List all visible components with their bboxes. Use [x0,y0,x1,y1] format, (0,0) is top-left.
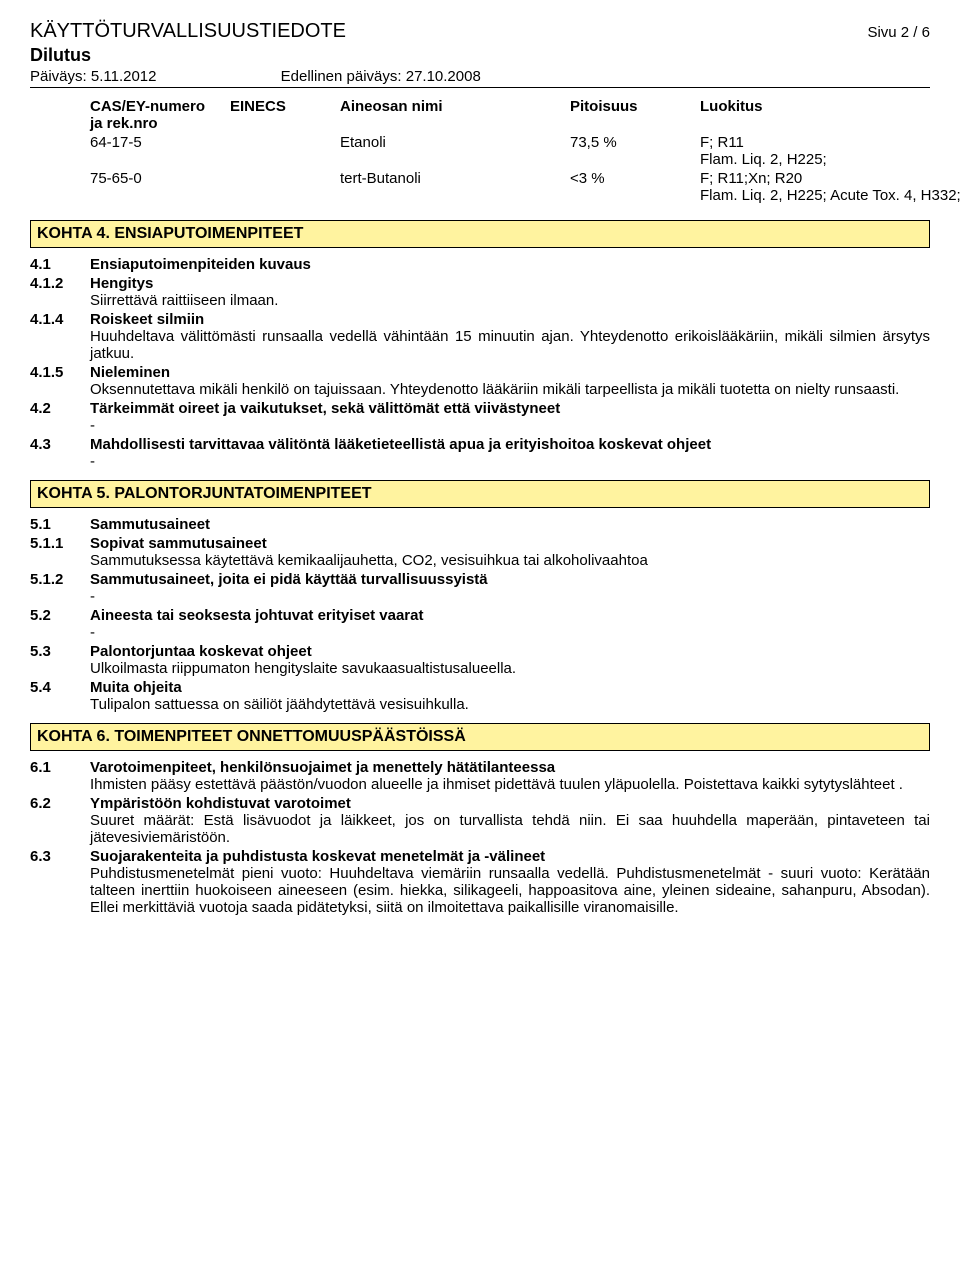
date-previous: Edellinen päiväys: 27.10.2008 [281,68,481,85]
title-5-1-1: Sopivat sammutusaineet [90,535,267,552]
cell-cas: 75-65-0 [90,170,230,206]
num-6-2: 6.2 [30,795,90,846]
text-4-2: - [90,417,930,434]
num-6-1: 6.1 [30,759,90,793]
title-4-3: Mahdollisesti tarvittavaa välitöntä lääk… [90,436,711,453]
table-row: 75-65-0 tert-Butanoli <3 % F; R11;Xn; R2… [90,170,960,206]
num-5-2: 5.2 [30,607,90,641]
text-6-3: Puhdistusmenetelmät pieni vuoto: Huuhdel… [90,865,930,916]
cell-conc: <3 % [570,170,700,206]
text-5-3: Ulkoilmasta riippumaton hengityslaite sa… [90,660,930,677]
title-5-1-2: Sammutusaineet, joita ei pidä käyttää tu… [90,571,488,588]
title-5-2: Aineesta tai seoksesta johtuvat erityise… [90,607,424,624]
num-4-1-4: 4.1.4 [30,311,90,362]
text-4-1-4: Huuhdeltava välittömästi runsaalla vedel… [90,328,930,362]
col-conc: Pitoisuus [570,98,700,134]
title-4-2: Tärkeimmät oireet ja vaikutukset, sekä v… [90,400,560,417]
cell-cas: 64-17-5 [90,134,230,170]
title-5-4: Muita ohjeita [90,679,182,696]
num-5-1: 5.1 [30,516,90,533]
cell-einecs [230,134,340,170]
page-number: Sivu 2 / 6 [867,24,930,41]
title-6-2: Ympäristöön kohdistuvat varotoimet [90,795,351,812]
cell-class: F; R11 Flam. Liq. 2, H225; [700,134,960,170]
col-name: Aineosan nimi [340,98,570,134]
text-6-2: Suuret määrät: Estä lisävuodot ja läikke… [90,812,930,846]
text-5-1-1: Sammutuksessa käytettävä kemikaalijauhet… [90,552,930,569]
cell-einecs [230,170,340,206]
section-4-header: KOHTA 4. ENSIAPUTOIMENPITEET [30,220,930,248]
section-5-header: KOHTA 5. PALONTORJUNTATOIMENPITEET [30,480,930,508]
cell-conc: 73,5 % [570,134,700,170]
cell-name: Etanoli [340,134,570,170]
text-4-1-5: Oksennutettava mikäli henkilö on tajuiss… [90,381,930,398]
col-casno: CAS/EY-numero ja rek.nro [90,98,230,134]
text-6-1: Ihmisten pääsy estettävä päästön/vuodon … [90,776,930,793]
header-rule [30,87,930,88]
num-4-1-2: 4.1.2 [30,275,90,309]
text-4-3: - [90,453,930,470]
num-4-3: 4.3 [30,436,90,470]
text-4-1-2: Siirrettävä raittiiseen ilmaan. [90,292,930,309]
title-6-3: Suojarakenteita ja puhdistusta koskevat … [90,848,545,865]
title-4-1-2: Hengitys [90,275,153,292]
title-4-1-4: Roiskeet silmiin [90,311,204,328]
date-current: Päiväys: 5.11.2012 [30,68,156,85]
num-5-3: 5.3 [30,643,90,677]
num-4-1-5: 4.1.5 [30,364,90,398]
section-6-header: KOHTA 6. TOIMENPITEET ONNETTOMUUSPÄÄSTÖI… [30,723,930,751]
product-name: Dilutus [30,45,930,66]
table-row: 64-17-5 Etanoli 73,5 % F; R11 Flam. Liq.… [90,134,960,170]
num-4-2: 4.2 [30,400,90,434]
composition-table: CAS/EY-numero ja rek.nro EINECS Aineosan… [90,98,960,206]
col-einecs: EINECS [230,98,340,134]
text-5-4: Tulipalon sattuessa on säiliöt jäähdytet… [90,696,930,713]
num-6-3: 6.3 [30,848,90,916]
title-4-1-5: Nieleminen [90,364,170,381]
num-5-1-2: 5.1.2 [30,571,90,605]
col-class: Luokitus [700,98,960,134]
title-5-3: Palontorjuntaa koskevat ohjeet [90,643,312,660]
cell-name: tert-Butanoli [340,170,570,206]
num-5-1-1: 5.1.1 [30,535,90,569]
doc-title: KÄYTTÖTURVALLISUUSTIEDOTE [30,20,346,43]
title-6-1: Varotoimenpiteet, henkilönsuojaimet ja m… [90,759,555,776]
text-5-1-2: - [90,588,930,605]
title-5-1: Sammutusaineet [90,516,210,533]
text-5-2: - [90,624,930,641]
cell-class: F; R11;Xn; R20 Flam. Liq. 2, H225; Acute… [700,170,960,206]
num-4-1: 4.1 [30,256,90,273]
num-5-4: 5.4 [30,679,90,713]
title-4-1: Ensiaputoimenpiteiden kuvaus [90,256,311,273]
